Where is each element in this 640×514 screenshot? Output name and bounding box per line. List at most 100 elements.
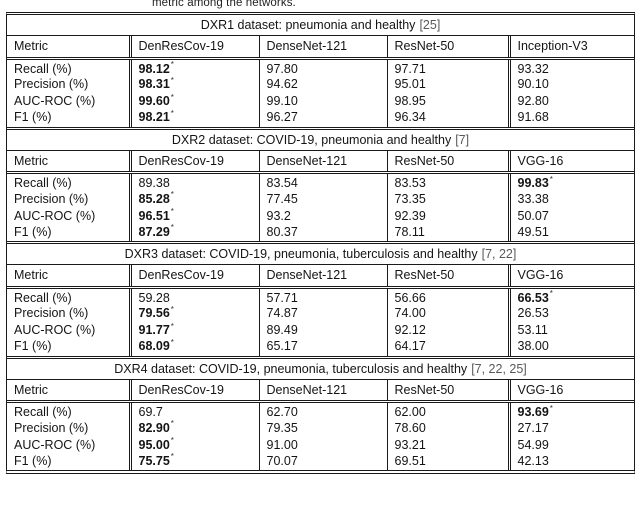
value-cell: 92.80	[507, 92, 634, 110]
best-marker: *	[549, 174, 553, 184]
value-cell: 98.21*	[128, 109, 259, 127]
header-row: Metric DenResCov-19 DenseNet-121 ResNet-…	[7, 265, 634, 289]
col-header-resnet50: ResNet-50	[386, 36, 509, 60]
results-table: DXR1 dataset: pneumonia and healthy [25]…	[6, 12, 635, 474]
value-cell: 97.71	[386, 58, 509, 76]
value-cell: 98.12*	[128, 58, 259, 76]
metric-label: Recall (%)	[14, 61, 72, 76]
best-marker: *	[170, 75, 174, 85]
metric-label: Precision (%)	[14, 77, 89, 91]
metric-label: Recall (%)	[14, 405, 72, 419]
metric-label: F1 (%)	[14, 224, 52, 239]
dataset-title-text: DXR1 dataset: pneumonia and healthy	[200, 18, 416, 32]
table-row-aucroc: AUC-ROC (%) 99.60* 99.10 98.95 92.80	[7, 92, 634, 110]
col-header-densenet121: DenseNet-121	[258, 379, 387, 403]
best-marker: *	[170, 207, 174, 217]
value-cell: 27.17	[507, 419, 634, 436]
value-cell: 54.99	[507, 436, 634, 453]
value-cell: 74.00	[386, 304, 509, 322]
table-row-recall: Recall (%) 89.38 83.54 83.53 99.83*	[7, 172, 634, 190]
table-row-aucroc: AUC-ROC (%) 95.00* 91.00 93.21 54.99	[7, 436, 634, 453]
value-cell: 77.45	[258, 190, 387, 207]
col-header-vgg16: VGG-16	[507, 150, 634, 174]
value-cell: 50.07	[507, 207, 634, 224]
value-cell: 83.53	[386, 172, 509, 190]
value-cell: 59.28	[128, 287, 259, 305]
citation-link[interactable]: [7, 22]	[481, 247, 517, 261]
value-cell: 92.39	[386, 207, 509, 224]
value-cell: 53.11	[507, 321, 634, 339]
col-header-resnet50: ResNet-50	[386, 265, 509, 289]
best-marker: *	[170, 419, 174, 429]
citation-link[interactable]: [7, 22, 25]	[471, 361, 527, 376]
value-cell: 96.27	[258, 109, 387, 127]
col-header-metric: Metric	[7, 379, 130, 403]
table-row-aucroc: AUC-ROC (%) 96.51* 93.2 92.39 50.07	[7, 207, 634, 224]
value-cell: 42.13	[507, 453, 634, 470]
best-marker: *	[170, 321, 174, 331]
table-row-f1: F1 (%) 75.75* 70.07 69.51 42.13	[7, 453, 634, 470]
metrics-table-dxr2: Metric DenResCov-19 DenseNet-121 ResNet-…	[7, 150, 634, 241]
value-cell: 95.01	[386, 75, 509, 93]
value-cell: 78.60	[386, 419, 509, 436]
col-header-metric: Metric	[7, 36, 130, 60]
col-header-densenet121: DenseNet-121	[258, 265, 387, 289]
col-header-denrescov19: DenResCov-19	[128, 150, 259, 174]
value-cell: 33.38	[507, 190, 634, 207]
value-cell: 26.53	[507, 304, 634, 322]
value-cell: 74.87	[258, 304, 387, 322]
value-cell: 82.90*	[128, 419, 259, 436]
metrics-table-dxr3: Metric DenResCov-19 DenseNet-121 ResNet-…	[7, 265, 634, 356]
metrics-table-dxr1: Metric DenResCov-19 DenseNet-121 ResNet-…	[7, 36, 634, 127]
col-header-resnet50: ResNet-50	[386, 379, 509, 403]
best-marker: *	[170, 224, 174, 233]
col-header-vgg16: VGG-16	[507, 265, 634, 289]
value-cell: 65.17	[258, 338, 387, 356]
value-cell: 99.10	[258, 92, 387, 110]
best-marker: *	[170, 60, 174, 70]
value-cell: 97.80	[258, 58, 387, 76]
value-cell: 38.00	[507, 338, 634, 356]
value-cell: 94.62	[258, 75, 387, 93]
table-row-recall: Recall (%) 59.28 57.71 56.66 66.53*	[7, 287, 634, 305]
dataset-title-dxr4: DXR4 dataset: COVID-19, pneumonia, tuber…	[7, 359, 634, 380]
value-cell: 64.17	[386, 338, 509, 356]
best-marker: *	[170, 453, 174, 462]
value-cell: 56.66	[386, 287, 509, 305]
col-header-vgg16: VGG-16	[507, 379, 634, 403]
metric-label: AUC-ROC (%)	[14, 323, 96, 337]
header-row: Metric DenResCov-19 DenseNet-121 ResNet-…	[7, 379, 634, 403]
value-cell: 89.49	[258, 321, 387, 339]
metric-label: Precision (%)	[14, 191, 89, 206]
table-row-precision: Precision (%) 85.28* 77.45 73.35 33.38	[7, 190, 634, 207]
value-cell: 99.60*	[128, 92, 259, 110]
table-row-precision: Precision (%) 82.90* 79.35 78.60 27.17	[7, 419, 634, 436]
dataset-block-dxr4: DXR4 dataset: COVID-19, pneumonia, tuber…	[7, 355, 634, 470]
value-cell: 92.12	[386, 321, 509, 339]
metric-label: Precision (%)	[14, 420, 89, 435]
dataset-block-dxr1: DXR1 dataset: pneumonia and healthy [25]…	[7, 15, 634, 127]
metric-label: AUC-ROC (%)	[14, 94, 96, 108]
dataset-title-text: DXR3 dataset: COVID-19, pneumonia, tuber…	[124, 247, 478, 261]
citation-link[interactable]: [25]	[419, 18, 441, 32]
value-cell: 91.68	[507, 109, 634, 127]
value-cell: 79.56*	[128, 304, 259, 322]
col-header-densenet121: DenseNet-121	[258, 150, 387, 174]
metrics-table-dxr4: Metric DenResCov-19 DenseNet-121 ResNet-…	[7, 379, 634, 470]
col-header-inceptionv3: Inception-V3	[507, 36, 634, 60]
dataset-block-dxr2: DXR2 dataset: COVID-19, pneumonia and he…	[7, 126, 634, 241]
col-header-densenet121: DenseNet-121	[258, 36, 387, 60]
value-cell: 95.00*	[128, 436, 259, 453]
value-cell: 91.00	[258, 436, 387, 453]
value-cell: 93.69*	[507, 401, 634, 419]
dataset-title-text: DXR2 dataset: COVID-19, pneumonia and he…	[171, 132, 452, 147]
value-cell: 93.21	[386, 436, 509, 453]
table-row-aucroc: AUC-ROC (%) 91.77* 89.49 92.12 53.11	[7, 321, 634, 339]
metric-label: Recall (%)	[14, 290, 72, 305]
citation-link[interactable]: [7]	[455, 132, 470, 147]
caption-fragment: metric among the networks.	[152, 0, 296, 9]
metric-label: AUC-ROC (%)	[14, 208, 96, 223]
table-row-f1: F1 (%) 98.21* 96.27 96.34 91.68	[7, 109, 634, 127]
table-row-recall: Recall (%) 69.7 62.70 62.00 93.69*	[7, 401, 634, 419]
value-cell: 80.37	[258, 224, 387, 241]
